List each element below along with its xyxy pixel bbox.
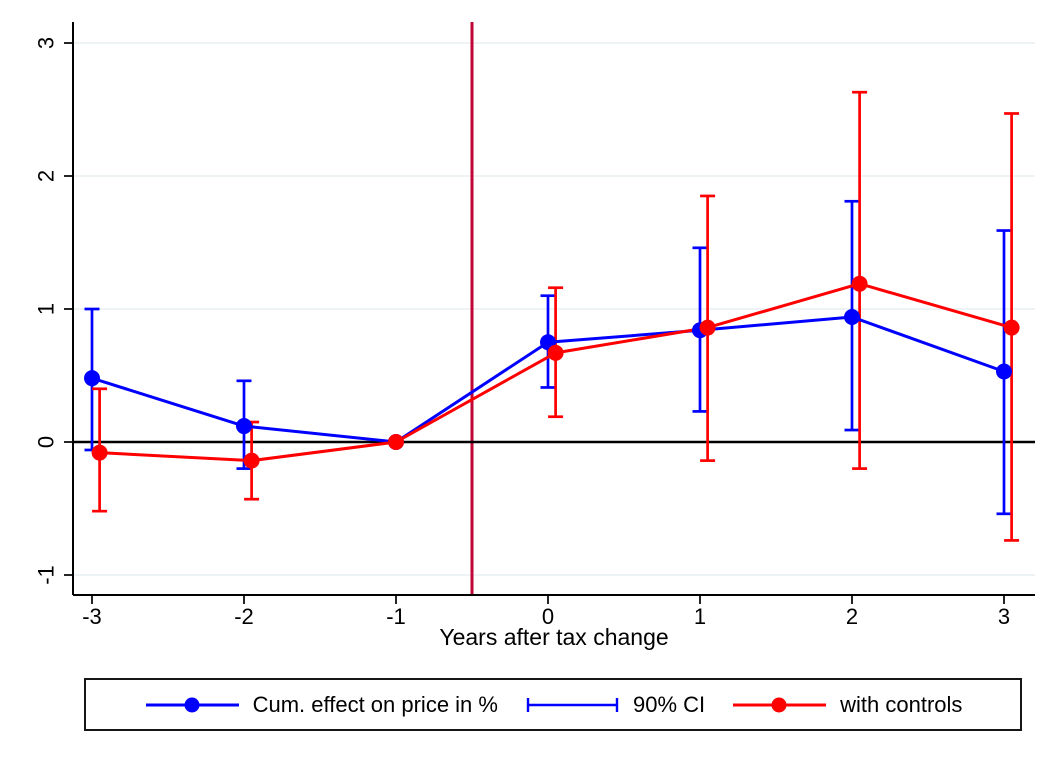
legend-label-1: 90% CI	[632, 691, 706, 717]
data-point-series0	[236, 418, 252, 435]
x-tick-label: 2	[846, 604, 858, 629]
data-point-series1	[388, 434, 404, 450]
y-tick-label: -1	[34, 565, 59, 585]
x-tick-label: -3	[82, 604, 102, 629]
data-point-series1	[1003, 319, 1020, 336]
x-tick-label: 1	[694, 604, 706, 629]
x-axis-title: Years after tax change	[439, 624, 668, 650]
legend-sample-marker	[184, 697, 200, 712]
series-layer	[84, 90, 1020, 542]
x-tick-label: -1	[386, 604, 406, 629]
data-point-series0	[996, 363, 1012, 380]
data-point-series1	[243, 452, 260, 469]
legend-errorbar-icon	[526, 697, 619, 712]
x-tick-label: 0	[542, 604, 554, 629]
x-tick-label: -2	[234, 604, 254, 629]
grid-layer	[73, 42, 1035, 576]
data-point-series1	[91, 444, 108, 461]
legend: Cum. effect on price in % 90% CI with cont…	[84, 678, 1022, 731]
y-tick-label: 0	[34, 436, 59, 448]
legend-item-1: 90% CI	[524, 693, 705, 717]
y-tick-label: 2	[34, 170, 59, 182]
legend-label-2: with controls	[840, 691, 963, 717]
data-point-series0	[84, 370, 100, 387]
y-tick-label: 1	[34, 303, 59, 315]
reference-lines-layer	[73, 22, 1035, 595]
legend-item-2: with controls	[731, 693, 962, 717]
data-point-series1	[699, 319, 716, 336]
data-point-series1	[851, 275, 868, 292]
data-point-series1	[547, 344, 564, 361]
data-point-series0	[844, 308, 860, 325]
legend-label-0: Cum. effect on price in %	[252, 691, 498, 717]
legend-line-marker-icon	[733, 697, 827, 712]
legend-line-marker-icon	[145, 697, 239, 712]
x-tick-label: 3	[998, 604, 1010, 629]
axes-layer: -1 0 1 2 3 -3 -2 -1 0 1 2 3	[34, 22, 1035, 629]
legend-item-0: Cum. effect on price in %	[144, 693, 498, 717]
event-study-chart: -1 0 1 2 3 -3 -2 -1 0 1 2 3 Years after tax change	[34, 22, 1035, 650]
legend-sample-marker	[771, 697, 787, 712]
y-tick-label: 3	[34, 37, 59, 49]
